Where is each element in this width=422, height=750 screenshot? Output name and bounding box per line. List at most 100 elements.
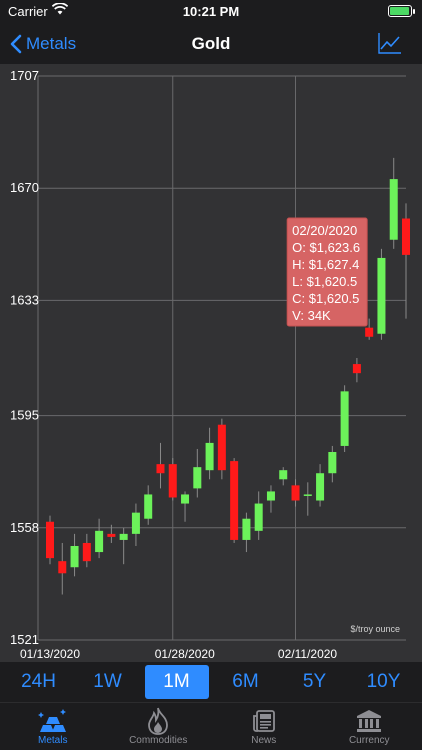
tooltip-low: L: $1,620.5 (292, 274, 357, 289)
candle[interactable] (340, 385, 349, 452)
tab-metals[interactable]: Metals (0, 703, 106, 750)
candle-body (402, 218, 410, 255)
y-tick-label: 1707 (10, 68, 39, 83)
candle-body (279, 470, 288, 480)
candle[interactable] (82, 533, 91, 568)
tooltip-high: H: $1,627.4 (292, 257, 359, 272)
x-tick-label: 02/11/2020 (278, 647, 337, 661)
tooltip-open: O: $1,623.6 (292, 240, 360, 255)
candle-body (266, 491, 275, 501)
battery-icon (388, 5, 415, 17)
candle-body (365, 327, 374, 337)
candle[interactable] (230, 458, 239, 543)
tooltip-volume: V: 34K (292, 308, 331, 323)
carrier-label: Carrier (8, 4, 48, 19)
candle[interactable] (46, 515, 54, 565)
candle[interactable] (181, 491, 190, 522)
chart-style-button[interactable] (378, 32, 402, 59)
candle-body (82, 542, 91, 562)
candle[interactable] (205, 427, 214, 480)
y-tick-label: 1521 (10, 632, 39, 647)
candle-body (181, 494, 190, 504)
candle[interactable] (365, 318, 374, 340)
candle[interactable] (303, 482, 312, 516)
flame-icon (147, 707, 169, 735)
status-bar: Carrier 10:21 PM (0, 0, 422, 24)
time-range-selector: 24H 1W 1M 6M 5Y 10Y (0, 662, 422, 702)
range-10y-button[interactable]: 10Y (366, 671, 401, 692)
candle-body (230, 461, 239, 540)
candle[interactable] (316, 464, 325, 507)
candle[interactable] (193, 448, 202, 498)
candle-body (340, 391, 349, 446)
candle[interactable] (119, 527, 128, 565)
range-6m-button[interactable]: 6M (232, 671, 259, 692)
candle-body (352, 364, 361, 374)
tab-commodities[interactable]: Commodities (106, 703, 212, 750)
candle-body (58, 561, 67, 574)
y-tick-label: 1670 (10, 180, 39, 195)
candle-body (217, 424, 226, 471)
tab-currency-label: Currency (348, 735, 390, 746)
tab-commodities-label: Commodities (129, 735, 188, 746)
candle[interactable] (291, 479, 300, 507)
candle[interactable] (217, 418, 226, 480)
tooltip-close: C: $1,620.5 (292, 291, 359, 306)
candle[interactable] (377, 248, 386, 340)
candle-body (168, 464, 177, 498)
x-tick-label: 01/13/2020 (20, 647, 80, 661)
candle[interactable] (95, 518, 104, 559)
back-button[interactable]: Metals (10, 32, 76, 56)
tab-bar: Metals Commodities News (0, 702, 422, 750)
range-1m-button[interactable]: 1M (144, 665, 209, 699)
x-tick-label: 01/28/2020 (155, 647, 215, 661)
range-1w-button[interactable]: 1W (93, 671, 122, 692)
candle[interactable] (254, 491, 263, 540)
tab-news-label: News (251, 735, 277, 746)
candle-body (389, 179, 398, 240)
candle[interactable] (389, 157, 398, 249)
candle-body (46, 521, 54, 559)
candle[interactable] (156, 442, 165, 489)
clock: 10:21 PM (182, 4, 240, 19)
candle[interactable] (144, 485, 153, 525)
tab-news[interactable]: News (211, 703, 317, 750)
range-24h-button[interactable]: 24H (21, 671, 56, 692)
candle-body (70, 546, 79, 568)
candle[interactable] (168, 458, 177, 501)
candle-body (316, 473, 325, 501)
page-title: Gold (191, 34, 231, 53)
unit-label: $/troy ounce (350, 624, 400, 634)
line-chart-icon (378, 33, 401, 54)
candle[interactable] (70, 533, 79, 577)
candle[interactable] (242, 512, 251, 553)
range-5y-button[interactable]: 5Y (302, 671, 327, 692)
candle-body (107, 533, 116, 537)
candle[interactable] (58, 542, 67, 595)
candle-body (303, 494, 312, 496)
tab-metals-label: Metals (38, 735, 68, 746)
candle[interactable] (279, 467, 288, 486)
candle[interactable] (131, 503, 140, 546)
y-tick-label: 1633 (10, 292, 39, 307)
candle-body (156, 464, 165, 474)
candle[interactable] (328, 445, 337, 483)
price-tooltip: 02/20/2020 O: $1,623.6 H: $1,627.4 L: $1… (286, 217, 368, 327)
candle[interactable] (352, 358, 361, 383)
candle-body (205, 442, 214, 471)
candle[interactable] (107, 524, 116, 543)
candle-body (254, 503, 263, 531)
newspaper-icon (252, 707, 276, 735)
tab-currency[interactable]: Currency (317, 703, 422, 750)
wifi-icon (51, 2, 69, 18)
candle[interactable] (266, 485, 275, 513)
candle[interactable] (402, 203, 410, 319)
candle-body (131, 512, 140, 534)
candle-body (377, 257, 386, 334)
bank-icon (356, 707, 382, 735)
candle-body (291, 485, 300, 501)
candle-body (193, 467, 202, 489)
back-button-label: Metals (26, 34, 77, 53)
price-chart[interactable]: 1707 1670 1633 1595 1558 1521 01/13/2020 01/28/… (0, 64, 422, 662)
